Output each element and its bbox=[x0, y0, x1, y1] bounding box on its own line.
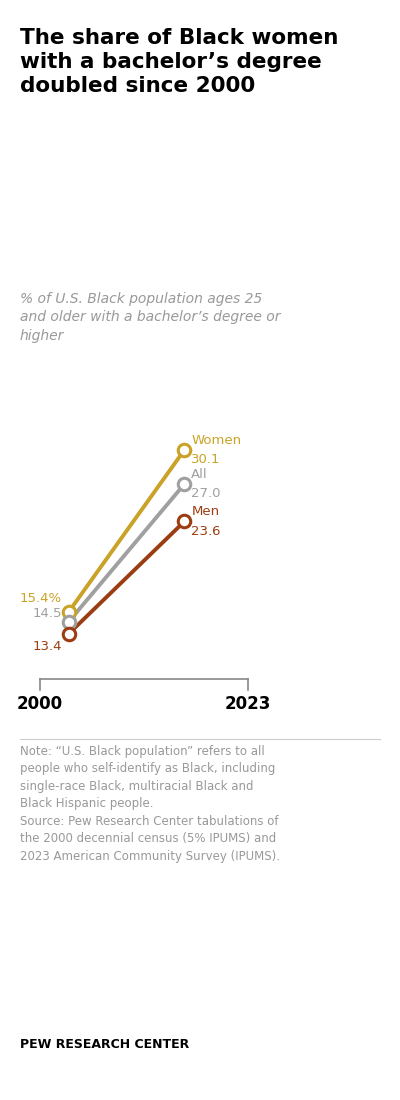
Text: PEW RESEARCH CENTER: PEW RESEARCH CENTER bbox=[20, 1037, 189, 1050]
Text: 14.5: 14.5 bbox=[32, 607, 62, 620]
Text: Note: “U.S. Black population” refers to all
people who self-identify as Black, i: Note: “U.S. Black population” refers to … bbox=[20, 745, 280, 862]
Text: 13.4: 13.4 bbox=[32, 640, 62, 653]
Text: 2000: 2000 bbox=[17, 695, 63, 713]
Text: 15.4%: 15.4% bbox=[20, 592, 62, 605]
Text: 30.1: 30.1 bbox=[191, 453, 221, 466]
Text: Women: Women bbox=[191, 433, 242, 447]
Text: 2023: 2023 bbox=[225, 695, 271, 713]
Text: 23.6: 23.6 bbox=[191, 525, 221, 538]
Text: % of U.S. Black population ages 25
and older with a bachelor’s degree or
higher: % of U.S. Black population ages 25 and o… bbox=[20, 292, 280, 343]
Text: 27.0: 27.0 bbox=[191, 487, 221, 500]
Text: The share of Black women
with a bachelor’s degree
doubled since 2000: The share of Black women with a bachelor… bbox=[20, 28, 338, 96]
Text: All: All bbox=[191, 468, 208, 481]
Text: Men: Men bbox=[191, 505, 220, 518]
